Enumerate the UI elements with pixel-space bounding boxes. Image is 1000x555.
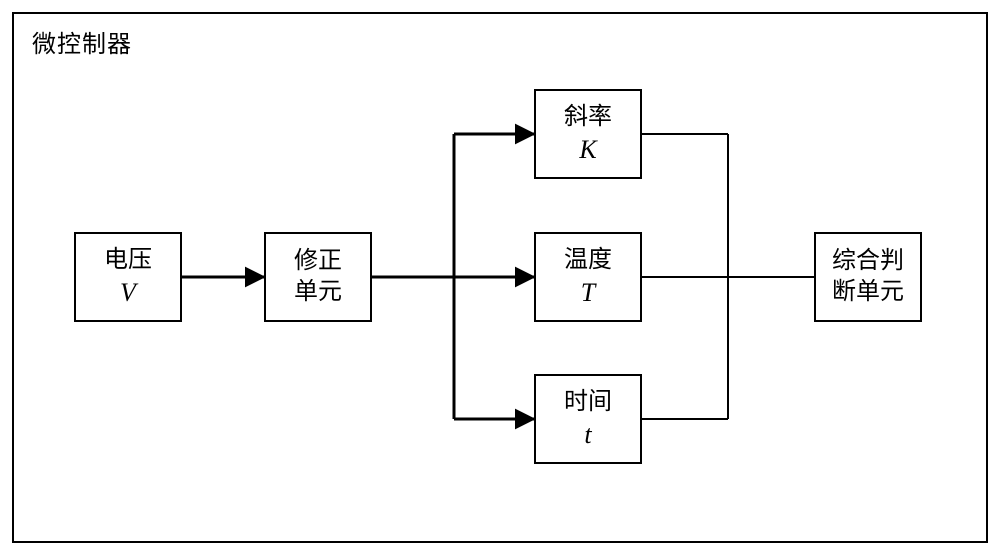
node-correction-line2: 单元 [294,277,342,308]
node-judgement: 综合判 断单元 [814,232,922,322]
node-temperature: 温度 T [534,232,642,322]
node-slope-symbol: K [579,133,596,167]
node-voltage-symbol: V [120,276,136,310]
node-temperature-symbol: T [581,276,595,310]
node-judgement-line2: 断单元 [832,277,904,308]
node-slope: 斜率 K [534,89,642,179]
frame-title: 微控制器 [32,24,132,59]
node-voltage: 电压 V [74,232,182,322]
node-time-label: 时间 [564,387,612,418]
node-voltage-label: 电压 [104,245,152,276]
node-correction-line1: 修正 [294,246,342,277]
node-time: 时间 t [534,374,642,464]
microcontroller-frame: 微控制器 电压 V 修正 单元 斜率 K 温度 T 时间 t 综合判 断单元 [12,12,988,543]
node-judgement-line1: 综合判 [832,246,904,277]
node-temperature-label: 温度 [564,245,612,276]
node-time-symbol: t [584,418,591,452]
node-slope-label: 斜率 [564,102,612,133]
node-correction: 修正 单元 [264,232,372,322]
